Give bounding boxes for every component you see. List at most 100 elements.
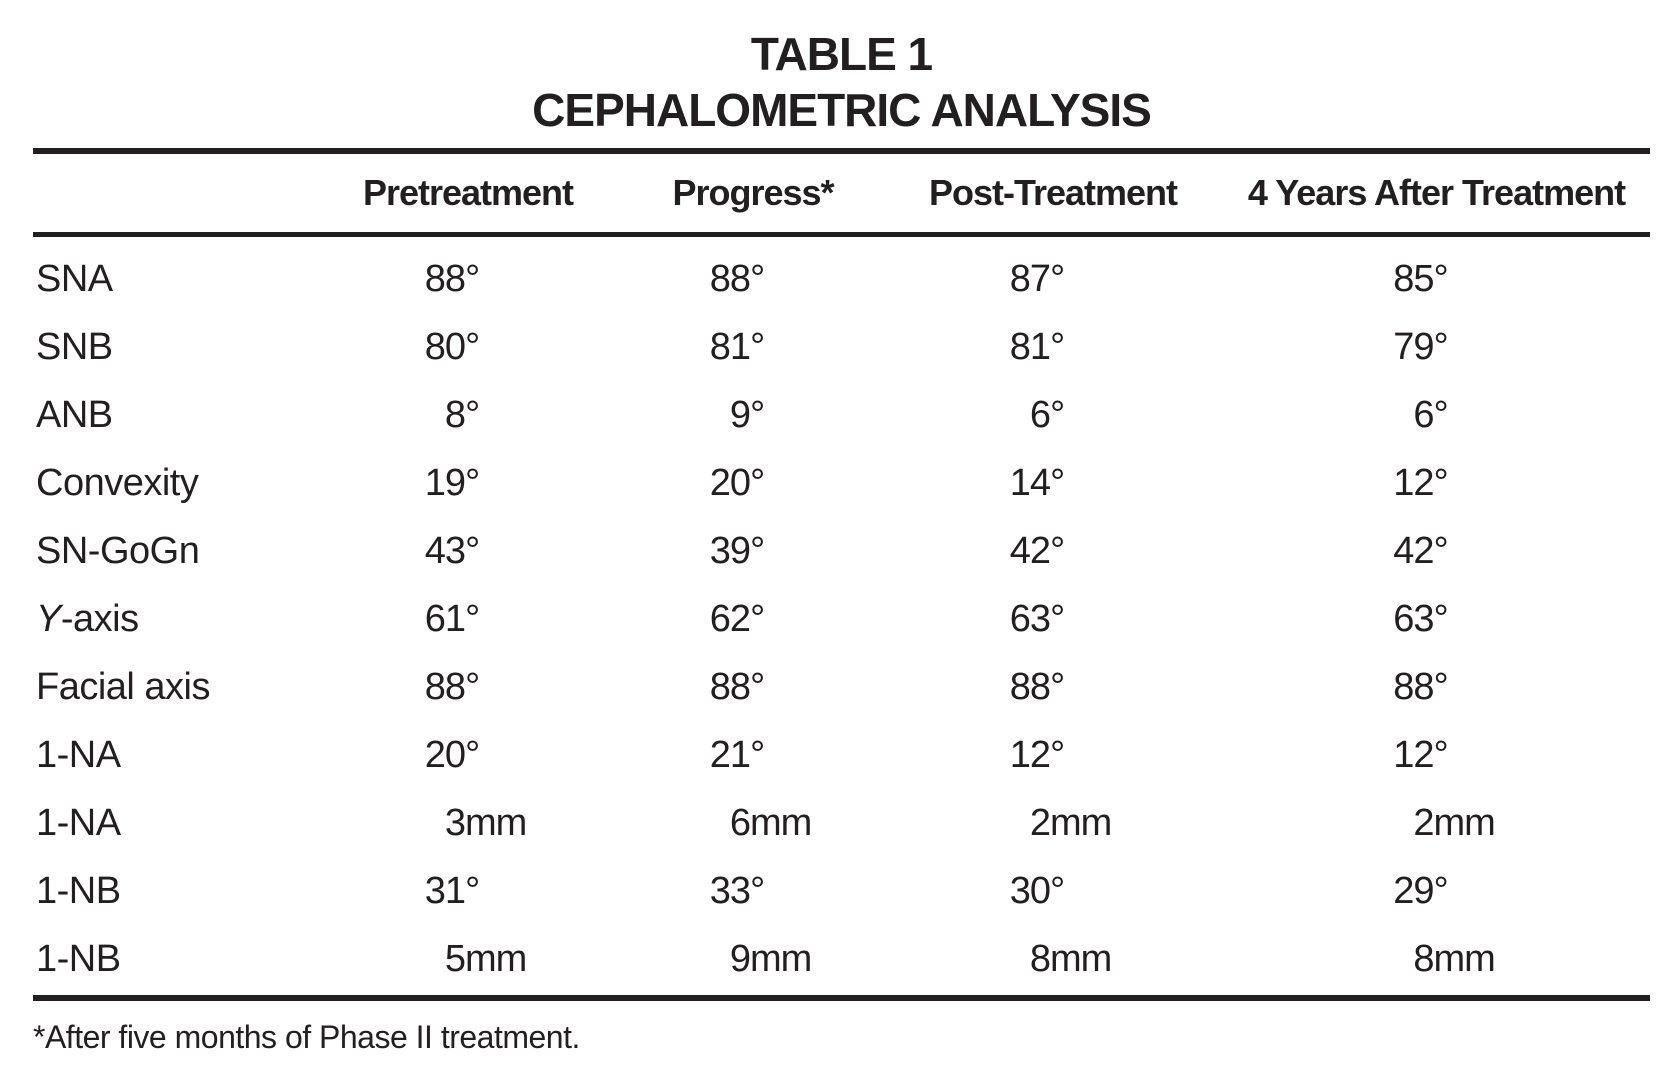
value-number: 8 (444, 393, 466, 436)
value-number: 81 (709, 325, 751, 368)
value-cell: 9 ° (623, 394, 883, 437)
value-wrap: 63 ° (1372, 598, 1502, 641)
value-unit: mm (1050, 937, 1112, 980)
value-number: 8 (1029, 937, 1051, 980)
value-unit: ° (1050, 665, 1065, 708)
value-unit: ° (465, 733, 480, 776)
value-wrap: 39 ° (688, 530, 818, 573)
value-unit: ° (465, 665, 480, 708)
value-unit: ° (750, 665, 765, 708)
value-wrap: 5 mm (403, 938, 533, 981)
value-wrap: 43 ° (403, 530, 533, 573)
value-unit: mm (1433, 801, 1496, 844)
value-unit: ° (1433, 869, 1449, 912)
value-unit: ° (465, 869, 480, 912)
value-wrap: 20 ° (688, 462, 818, 505)
row-label: SNB (33, 326, 313, 369)
value-wrap: 9 mm (688, 938, 818, 981)
value-wrap: 29 ° (1372, 870, 1502, 913)
value-number: 42 (1009, 529, 1051, 572)
value-unit: ° (465, 529, 480, 572)
value-number: 6 (729, 801, 751, 844)
value-wrap: 88 ° (1372, 666, 1502, 709)
table-row: Y-axis 61 ° 62 ° 63 ° 63 ° (33, 585, 1650, 653)
value-number: 79 (1393, 325, 1434, 368)
value-wrap: 6 mm (688, 802, 818, 845)
value-cell: 29 ° (1223, 870, 1650, 913)
row-label: Facial axis (33, 666, 313, 709)
value-unit: ° (750, 393, 765, 436)
row-label-text: Facial axis (36, 665, 211, 708)
value-cell: 88 ° (313, 258, 623, 301)
value-cell: 42 ° (883, 530, 1223, 573)
table-body: SNA 88 ° 88 ° 87 ° 85 ° SNB 80 ° 81 ° 81 ° 79 ° ANB 8 ° 9 ° 6 ° 6… (33, 237, 1650, 993)
value-cell: 88 ° (313, 666, 623, 709)
value-number: 6 (1029, 393, 1051, 436)
value-cell: 2 mm (1223, 802, 1650, 845)
top-rule (33, 148, 1650, 154)
value-cell: 79 ° (1223, 326, 1650, 369)
value-unit: mm (465, 801, 527, 844)
value-wrap: 79 ° (1372, 326, 1502, 369)
value-wrap: 9 ° (688, 394, 818, 437)
value-wrap: 12 ° (1372, 462, 1502, 505)
row-label: Y-axis (33, 598, 313, 641)
value-cell: 9 mm (623, 938, 883, 981)
table-row: 1-NA 20 ° 21 ° 12 ° 12 ° (33, 721, 1650, 789)
table-row: 1-NA 3 mm 6 mm 2 mm 2 mm (33, 789, 1650, 857)
value-unit: ° (1050, 393, 1065, 436)
value-number: 9 (729, 393, 751, 436)
table-footnote: *After five months of Phase II treatment… (33, 1019, 580, 1055)
value-unit: ° (750, 529, 765, 572)
value-wrap: 81 ° (988, 326, 1118, 369)
value-wrap: 3 mm (403, 802, 533, 845)
row-label-text: 1-NB (36, 937, 121, 980)
cephalometric-table: TABLE 1 CEPHALOMETRIC ANALYSIS Pretreatm… (33, 0, 1650, 1056)
value-cell: 6 mm (623, 802, 883, 845)
row-label: SNA (33, 258, 313, 301)
value-wrap: 6 ° (1372, 394, 1502, 437)
row-label: ANB (33, 394, 313, 437)
row-label-text: 1-NA (36, 733, 121, 776)
value-cell: 63 ° (883, 598, 1223, 641)
value-cell: 12 ° (883, 734, 1223, 777)
value-wrap: 2 mm (1372, 802, 1502, 845)
value-unit: ° (1433, 597, 1449, 640)
value-number: 8 (1413, 937, 1434, 980)
value-cell: 3 mm (313, 802, 623, 845)
row-label: 1-NA (33, 802, 313, 845)
value-cell: 20 ° (623, 462, 883, 505)
value-number: 30 (1009, 869, 1051, 912)
value-cell: 62 ° (623, 598, 883, 641)
value-number: 20 (424, 733, 466, 776)
value-unit: mm (750, 801, 812, 844)
table-row: 1-NB 31 ° 33 ° 30 ° 29 ° (33, 857, 1650, 925)
value-number: 20 (709, 461, 751, 504)
value-number: 80 (424, 325, 466, 368)
value-number: 19 (424, 461, 466, 504)
table-row: SN-GoGn 43 ° 39 ° 42 ° 42 ° (33, 517, 1650, 585)
value-wrap: 81 ° (688, 326, 818, 369)
value-number: 85 (1393, 257, 1434, 300)
value-wrap: 8 ° (403, 394, 533, 437)
row-label-italic-prefix: Y (36, 597, 61, 640)
header-rule (33, 232, 1650, 237)
value-cell: 8 ° (313, 394, 623, 437)
value-unit: ° (1433, 733, 1449, 776)
value-cell: 5 mm (313, 938, 623, 981)
value-cell: 6 ° (1223, 394, 1650, 437)
value-number: 88 (1009, 665, 1051, 708)
value-number: 39 (709, 529, 751, 572)
table-row: 1-NB 5 mm 9 mm 8 mm 8 mm (33, 925, 1650, 993)
value-cell: 85 ° (1223, 258, 1650, 301)
row-label-text: SN-GoGn (36, 529, 200, 572)
value-cell: 19 ° (313, 462, 623, 505)
row-label: 1-NB (33, 938, 313, 981)
value-wrap: 80 ° (403, 326, 533, 369)
value-unit: ° (750, 325, 765, 368)
value-wrap: 30 ° (988, 870, 1118, 913)
value-unit: ° (1433, 393, 1449, 436)
value-cell: 39 ° (623, 530, 883, 573)
value-cell: 33 ° (623, 870, 883, 913)
value-cell: 63 ° (1223, 598, 1650, 641)
